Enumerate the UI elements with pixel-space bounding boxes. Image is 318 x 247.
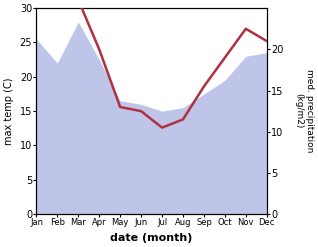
Y-axis label: med. precipitation
(kg/m2): med. precipitation (kg/m2): [294, 69, 314, 153]
X-axis label: date (month): date (month): [110, 233, 193, 243]
Y-axis label: max temp (C): max temp (C): [4, 77, 14, 145]
